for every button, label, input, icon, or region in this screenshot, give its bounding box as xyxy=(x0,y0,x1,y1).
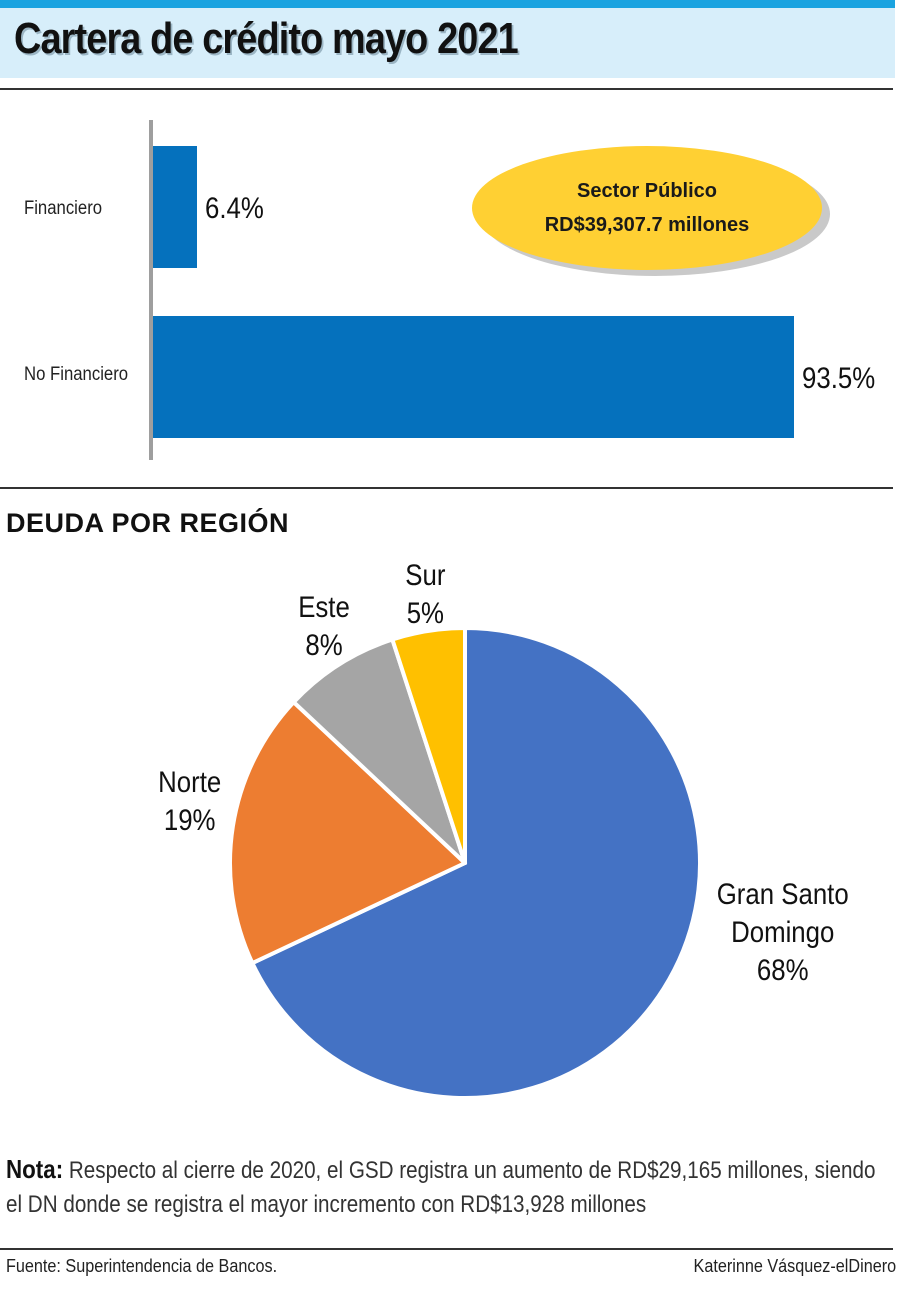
pie-chart-title: DEUDA POR REGIÓN xyxy=(6,508,290,538)
note-text: Respecto al cierre de 2020, el GSD regis… xyxy=(6,1157,876,1218)
bar-category-label-no-financiero: No Financiero xyxy=(24,364,129,385)
author-credit: Katerinne Vásquez-elDinero xyxy=(693,1256,896,1276)
pie-label-line: Gran Santo xyxy=(716,878,849,911)
header-banner: Cartera de crédito mayo 2021 xyxy=(0,0,895,78)
bar-category-label-financiero: Financiero xyxy=(24,198,103,219)
pie-label-sur: Sur 5% xyxy=(405,557,445,633)
pie-label-line: Este xyxy=(298,591,350,624)
pie-slice-este xyxy=(291,637,467,865)
note-label: Nota: xyxy=(6,1154,64,1184)
pie-label-line: Norte xyxy=(158,766,222,799)
divider-top xyxy=(0,88,893,90)
sector-publico-callout: Sector Público RD$39,307.7 millones xyxy=(472,146,822,270)
divider-middle xyxy=(0,487,893,489)
pie-label-value: 8% xyxy=(305,629,343,662)
page-title: Cartera de crédito mayo 2021 xyxy=(14,14,519,63)
source-credit: Fuente: Superintendencia de Bancos. xyxy=(6,1256,278,1276)
pie-label-value: 68% xyxy=(756,954,809,987)
bar-value-label-financiero: 6.4% xyxy=(205,192,264,225)
bar-financiero xyxy=(153,146,197,268)
bar-chart-axis xyxy=(149,120,153,460)
pie-slice-sur xyxy=(390,626,467,865)
pie-label-line: Domingo xyxy=(731,916,835,949)
note-paragraph: Nota: Respecto al cierre de 2020, el GSD… xyxy=(6,1152,892,1222)
pie-slice-gran-santo-domingo xyxy=(250,626,703,1100)
pie-slice-norte xyxy=(228,700,467,966)
divider-footer xyxy=(0,1248,893,1250)
pie-label-gran-santo-domingo: Gran Santo Domingo 68% xyxy=(717,876,849,990)
callout-amount: RD$39,307.7 millones xyxy=(544,214,750,236)
header-accent-line xyxy=(0,0,895,8)
pie-label-value: 19% xyxy=(163,804,216,837)
bar-value-label-no-financiero: 93.5% xyxy=(802,362,876,395)
pie-label-line: Sur xyxy=(405,559,446,592)
callout-title: Sector Público xyxy=(576,180,718,202)
pie-chart xyxy=(228,626,703,1100)
bar-no-financiero xyxy=(153,316,794,438)
pie-label-este: Este 8% xyxy=(298,589,350,665)
pie-label-norte: Norte 19% xyxy=(158,764,221,840)
pie-label-value: 5% xyxy=(406,597,444,630)
